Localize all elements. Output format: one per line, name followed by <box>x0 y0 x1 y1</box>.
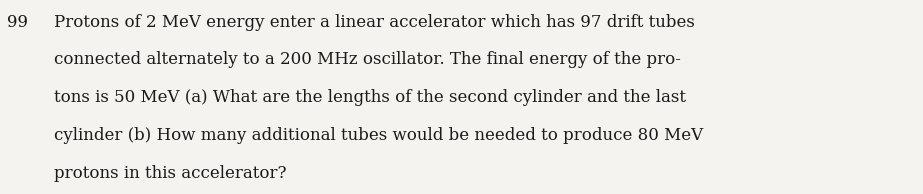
Text: protons in this accelerator?: protons in this accelerator? <box>54 165 286 182</box>
Text: connected alternately to a 200 MHz oscillator. The final energy of the pro-: connected alternately to a 200 MHz oscil… <box>54 51 680 68</box>
Text: 99: 99 <box>7 14 29 31</box>
Text: cylinder (b) How many additional tubes would be needed to produce 80 MeV: cylinder (b) How many additional tubes w… <box>54 127 702 144</box>
Text: Protons of 2 MeV energy enter a linear accelerator which has 97 drift tubes: Protons of 2 MeV energy enter a linear a… <box>54 14 694 31</box>
Text: tons is 50 MeV (a) What are the lengths of the second cylinder and the last: tons is 50 MeV (a) What are the lengths … <box>54 89 686 106</box>
